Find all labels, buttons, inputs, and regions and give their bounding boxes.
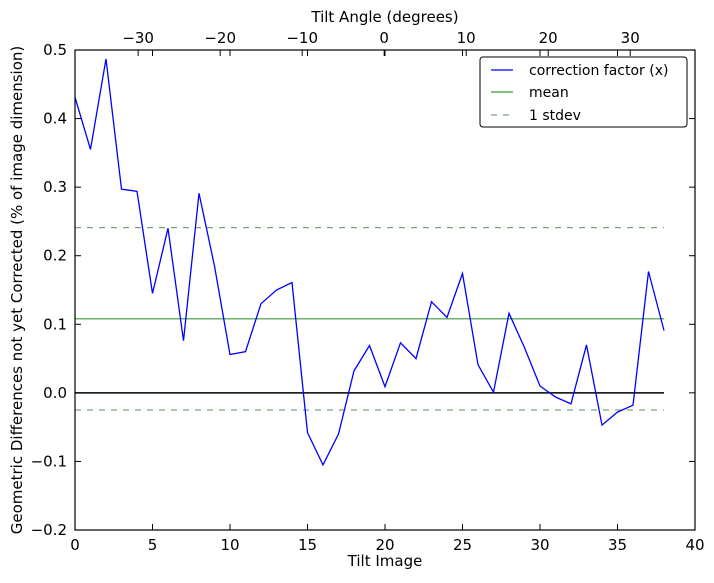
x-tick-label: 35 bbox=[608, 536, 627, 554]
x-tick-label: 30 bbox=[530, 536, 549, 554]
x-tick-label: 40 bbox=[685, 536, 704, 554]
ticks: 0 5 10 15 20 25 30 35 40 −0.2 −0.1 0.0 0.1 0.2 0.3 0.4 0… bbox=[31, 29, 705, 554]
plot-area bbox=[74, 58, 665, 467]
legend-label-correction: correction factor (x) bbox=[529, 63, 668, 79]
y-tick-label: 0.3 bbox=[43, 178, 67, 196]
y-tick-label: −0.2 bbox=[31, 521, 67, 539]
x-tick-label: 10 bbox=[220, 536, 239, 554]
y-tick-label: 0.5 bbox=[43, 41, 67, 59]
top-tick-label: 10 bbox=[457, 29, 476, 47]
x-tick-label: 25 bbox=[453, 536, 472, 554]
top-tick-label: 30 bbox=[621, 29, 640, 47]
x-tick-label: 15 bbox=[298, 536, 317, 554]
top-tick-label: −30 bbox=[122, 29, 154, 47]
x-tick-label: 20 bbox=[375, 536, 394, 554]
y-tick-label: 0.2 bbox=[43, 247, 67, 265]
y-axis-label: Geometric Differences not yet Corrected … bbox=[8, 46, 26, 535]
x-axis-label: Tilt Image bbox=[347, 552, 423, 570]
y-tick-label: −0.1 bbox=[31, 452, 67, 470]
top-tick-label: −10 bbox=[286, 29, 318, 47]
top-tick-label: −20 bbox=[204, 29, 236, 47]
top-tick-label: 20 bbox=[539, 29, 558, 47]
top-tick-label: 0 bbox=[379, 29, 389, 47]
y-tick-label: 0.0 bbox=[43, 384, 67, 402]
legend-label-mean: mean bbox=[529, 85, 569, 101]
legend: correction factor (x) mean 1 stdev bbox=[479, 56, 688, 128]
top-axis-label: Tilt Angle (degrees) bbox=[310, 8, 458, 26]
y-tick-label: 0.4 bbox=[43, 110, 67, 128]
x-tick-label: 5 bbox=[148, 536, 158, 554]
correction-factor-line bbox=[74, 58, 665, 467]
legend-box bbox=[479, 56, 688, 128]
x-tick-label: 0 bbox=[70, 536, 80, 554]
legend-label-stdev: 1 stdev bbox=[529, 108, 581, 124]
y-tick-label: 0.1 bbox=[43, 315, 67, 333]
